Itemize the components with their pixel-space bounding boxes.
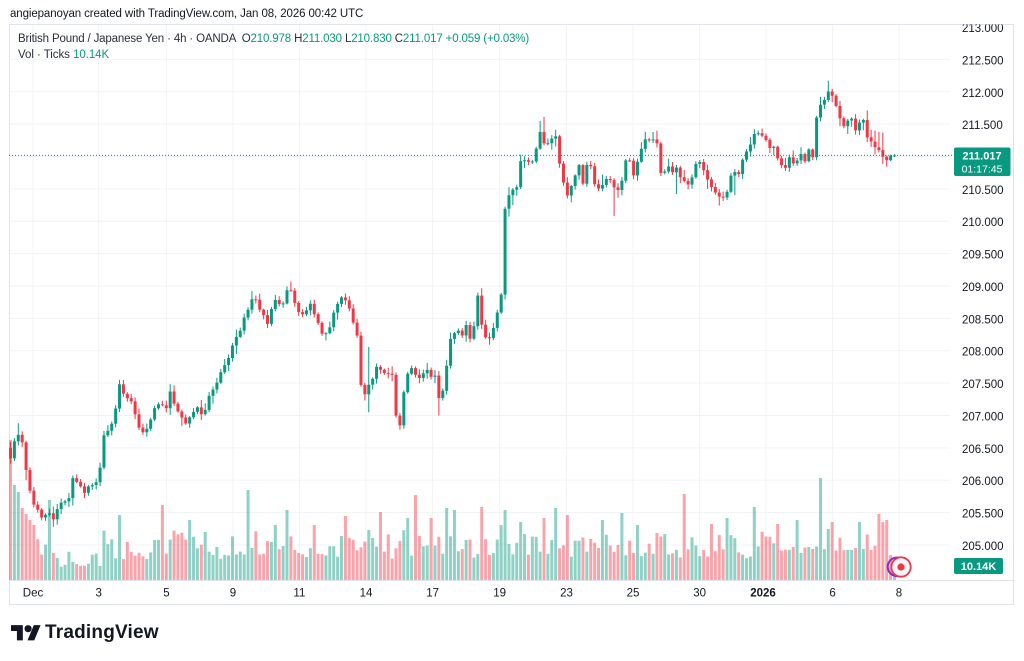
svg-text:2026: 2026 (750, 588, 776, 600)
svg-text:208.500: 208.500 (962, 314, 1004, 326)
svg-text:211.017: 211.017 (962, 150, 1001, 162)
svg-text:210.000: 210.000 (962, 217, 1004, 229)
svg-text:208.000: 208.000 (962, 347, 1004, 359)
svg-text:207.500: 207.500 (962, 379, 1004, 391)
svg-text:205.000: 205.000 (962, 541, 1004, 553)
svg-text:8: 8 (896, 588, 902, 600)
svg-text:6: 6 (829, 588, 835, 600)
svg-text:25: 25 (627, 588, 640, 600)
svg-text:213.000: 213.000 (962, 23, 1004, 35)
svg-text:210.500: 210.500 (962, 185, 1004, 197)
svg-text:11: 11 (293, 588, 305, 600)
svg-text:Dec: Dec (23, 588, 44, 600)
svg-text:205.500: 205.500 (962, 509, 1004, 521)
svg-text:9: 9 (230, 588, 236, 600)
svg-text:17: 17 (426, 588, 439, 600)
svg-text:23: 23 (560, 588, 573, 600)
svg-text:209.500: 209.500 (962, 250, 1004, 262)
svg-text:206.000: 206.000 (962, 476, 1004, 488)
svg-text:212.500: 212.500 (962, 55, 1004, 67)
svg-text:212.000: 212.000 (962, 88, 1004, 100)
svg-text:3: 3 (95, 588, 101, 600)
svg-text:5: 5 (163, 588, 169, 600)
svg-text:211.500: 211.500 (962, 120, 1003, 132)
svg-text:206.500: 206.500 (962, 444, 1004, 456)
svg-text:207.000: 207.000 (962, 411, 1004, 423)
svg-text:209.000: 209.000 (962, 282, 1004, 294)
svg-text:14: 14 (360, 588, 373, 600)
svg-text:01:17:45: 01:17:45 (962, 163, 1003, 175)
svg-text:10.14K: 10.14K (961, 561, 997, 573)
svg-text:19: 19 (493, 588, 506, 600)
svg-text:30: 30 (693, 588, 706, 600)
